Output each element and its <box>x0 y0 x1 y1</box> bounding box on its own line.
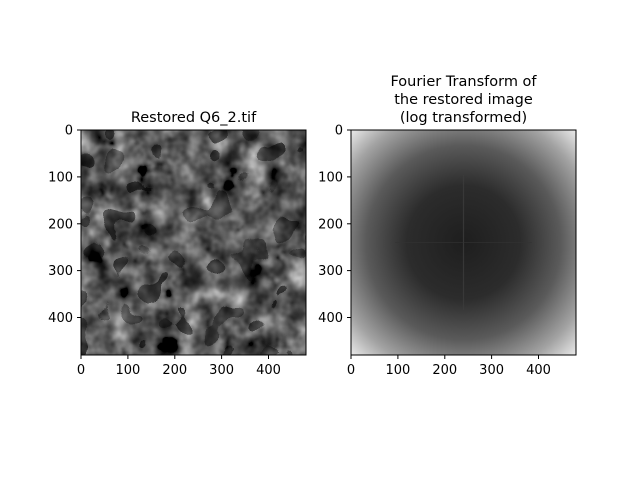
y-tick-label: 0 <box>65 124 73 139</box>
fourier-spectrum-image <box>351 130 576 355</box>
x-tick-label: 300 <box>209 363 234 378</box>
x-axis-ticks: 0 100 200 300 400 <box>77 355 281 378</box>
x-tick-label: 400 <box>256 363 281 378</box>
y-tick-label: 100 <box>318 170 343 185</box>
y-tick-label: 300 <box>318 264 343 279</box>
y-tick-label: 0 <box>335 124 343 139</box>
x-tick-label: 300 <box>479 363 504 378</box>
y-axis-ticks: 0 100 200 300 400 <box>48 124 81 326</box>
panel-restored-image: Restored Q6_2.tif 0 100 200 300 400 <box>48 110 307 378</box>
panel-fourier-transform: Fourier Transform of the restored image … <box>318 74 577 378</box>
x-tick-label: 0 <box>347 363 355 378</box>
y-tick-label: 400 <box>318 311 343 326</box>
y-tick-label: 200 <box>48 217 73 232</box>
x-tick-label: 0 <box>77 363 85 378</box>
panel-title-line: Restored Q6_2.tif <box>131 110 257 126</box>
panel-title-line: (log transformed) <box>400 110 527 126</box>
x-tick-label: 100 <box>385 363 410 378</box>
x-axis-ticks: 0 100 200 300 400 <box>347 355 551 378</box>
axes-frame <box>350 129 577 356</box>
y-tick-label: 200 <box>318 217 343 232</box>
x-tick-label: 200 <box>162 363 187 378</box>
axes-frame <box>80 129 307 356</box>
panel-title-line: the restored image <box>394 92 533 108</box>
x-tick-label: 400 <box>526 363 551 378</box>
x-tick-label: 100 <box>115 363 140 378</box>
x-tick-label: 200 <box>432 363 457 378</box>
restored-image <box>81 130 306 355</box>
y-axis-ticks: 0 100 200 300 400 <box>318 124 351 326</box>
y-tick-label: 400 <box>48 311 73 326</box>
y-tick-label: 100 <box>48 170 73 185</box>
y-tick-label: 300 <box>48 264 73 279</box>
panel-title-line: Fourier Transform of <box>390 74 537 90</box>
